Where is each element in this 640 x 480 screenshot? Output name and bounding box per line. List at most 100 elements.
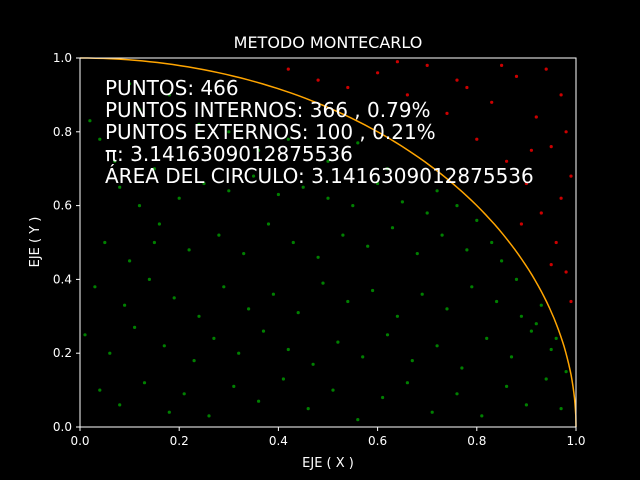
outer-point-13: [534, 115, 538, 119]
inner-point-75: [182, 392, 186, 396]
inner-point-65: [435, 344, 439, 348]
inner-point-66: [460, 366, 464, 370]
inner-point-37: [222, 285, 226, 289]
outer-point-10: [505, 159, 509, 163]
inner-point-81: [331, 388, 335, 392]
inner-point-76: [207, 414, 211, 418]
y-tick-label-1: 0.2: [53, 346, 72, 360]
inner-point-0: [88, 119, 92, 123]
outer-point-22: [529, 148, 534, 152]
inner-point-43: [371, 288, 375, 293]
inner-point-58: [261, 329, 266, 333]
inner-point-41: [321, 281, 325, 285]
y-axis-label: EJE ( Y ): [28, 217, 43, 268]
inner-point-71: [98, 388, 102, 392]
inner-point-50: [534, 322, 538, 326]
outer-point-24: [569, 299, 573, 304]
inner-point-39: [271, 292, 275, 296]
inner-point-99: [326, 159, 330, 163]
inner-point-44: [395, 314, 399, 318]
inner-point-107: [539, 303, 543, 307]
inner-point-6: [202, 181, 206, 186]
outer-point-21: [544, 67, 548, 71]
inner-point-67: [485, 336, 489, 340]
outer-point-20: [500, 63, 504, 67]
inner-point-10: [301, 185, 305, 189]
outer-point-1: [316, 78, 320, 82]
inner-point-64: [410, 359, 414, 363]
inner-point-86: [455, 392, 459, 396]
outer-point-6: [445, 111, 449, 115]
inner-point-57: [237, 351, 241, 355]
inner-point-8: [252, 174, 256, 178]
inner-point-79: [281, 377, 285, 381]
x-tick-label-0: 0.0: [70, 434, 89, 448]
outer-point-28: [564, 130, 568, 134]
inner-point-77: [232, 384, 236, 388]
outer-point-11: [514, 74, 519, 78]
chart-title: METODO MONTECARLO: [234, 33, 423, 52]
inner-point-7: [227, 189, 231, 193]
inner-point-96: [227, 130, 231, 134]
inner-point-85: [430, 410, 434, 414]
inner-point-20: [217, 233, 221, 237]
inner-point-92: [137, 108, 142, 112]
inner-point-26: [366, 244, 370, 248]
inner-point-27: [390, 226, 395, 230]
outer-point-9: [490, 100, 494, 104]
inner-point-61: [336, 340, 340, 344]
inner-point-108: [554, 336, 558, 340]
inner-point-109: [564, 370, 568, 374]
outer-point-0: [286, 67, 290, 71]
inner-point-55: [192, 359, 196, 363]
inner-point-91: [559, 407, 563, 411]
inner-point-29: [440, 233, 444, 237]
inner-point-4: [157, 222, 161, 226]
y-tick-label-2: 0.4: [53, 272, 72, 286]
inner-point-60: [311, 362, 315, 366]
inner-point-100: [356, 141, 360, 145]
inner-point-14: [400, 200, 404, 204]
inner-point-59: [286, 347, 290, 352]
inner-point-30: [465, 248, 469, 252]
annotation-box: PUNTOS: 466 PUNTOS INTERNOS: 366 , 0.79%…: [105, 76, 534, 188]
inner-point-13: [376, 181, 380, 186]
inner-point-49: [519, 314, 524, 318]
outer-point-14: [539, 211, 543, 215]
inner-point-28: [415, 252, 419, 256]
inner-point-106: [514, 277, 519, 281]
outer-point-27: [549, 263, 553, 267]
inner-point-72: [118, 403, 122, 407]
inner-point-87: [480, 414, 484, 418]
inner-point-98: [286, 137, 290, 141]
inner-point-73: [142, 381, 147, 385]
inner-point-68: [509, 355, 514, 359]
inner-point-48: [495, 299, 499, 304]
inner-point-25: [341, 233, 345, 237]
inner-point-105: [500, 259, 504, 263]
outer-point-3: [376, 71, 380, 75]
inner-point-63: [385, 333, 390, 337]
x-tick-label-4: 0.8: [467, 434, 486, 448]
inner-point-95: [128, 82, 132, 86]
inner-point-45: [420, 292, 424, 296]
inner-point-46: [445, 307, 449, 311]
inner-point-18: [152, 240, 156, 245]
inner-point-104: [475, 218, 479, 222]
inner-point-110: [152, 167, 156, 171]
outer-point-15: [549, 145, 553, 149]
inner-point-21: [242, 252, 246, 256]
inner-point-24: [316, 255, 320, 259]
inner-point-82: [356, 418, 360, 422]
outer-point-29: [395, 60, 399, 64]
annotation-circle-area: ÁREA DEL CIRCULO: 3.1416309012875536: [105, 164, 534, 188]
inner-point-19: [187, 248, 191, 252]
inner-point-3: [137, 204, 142, 208]
annotation-pi-estimate: π: 3.1416309012875536: [105, 142, 353, 166]
inner-point-83: [381, 395, 385, 400]
inner-point-78: [257, 399, 261, 403]
inner-point-47: [470, 285, 474, 289]
x-tick-label-5: 1.0: [566, 434, 585, 448]
